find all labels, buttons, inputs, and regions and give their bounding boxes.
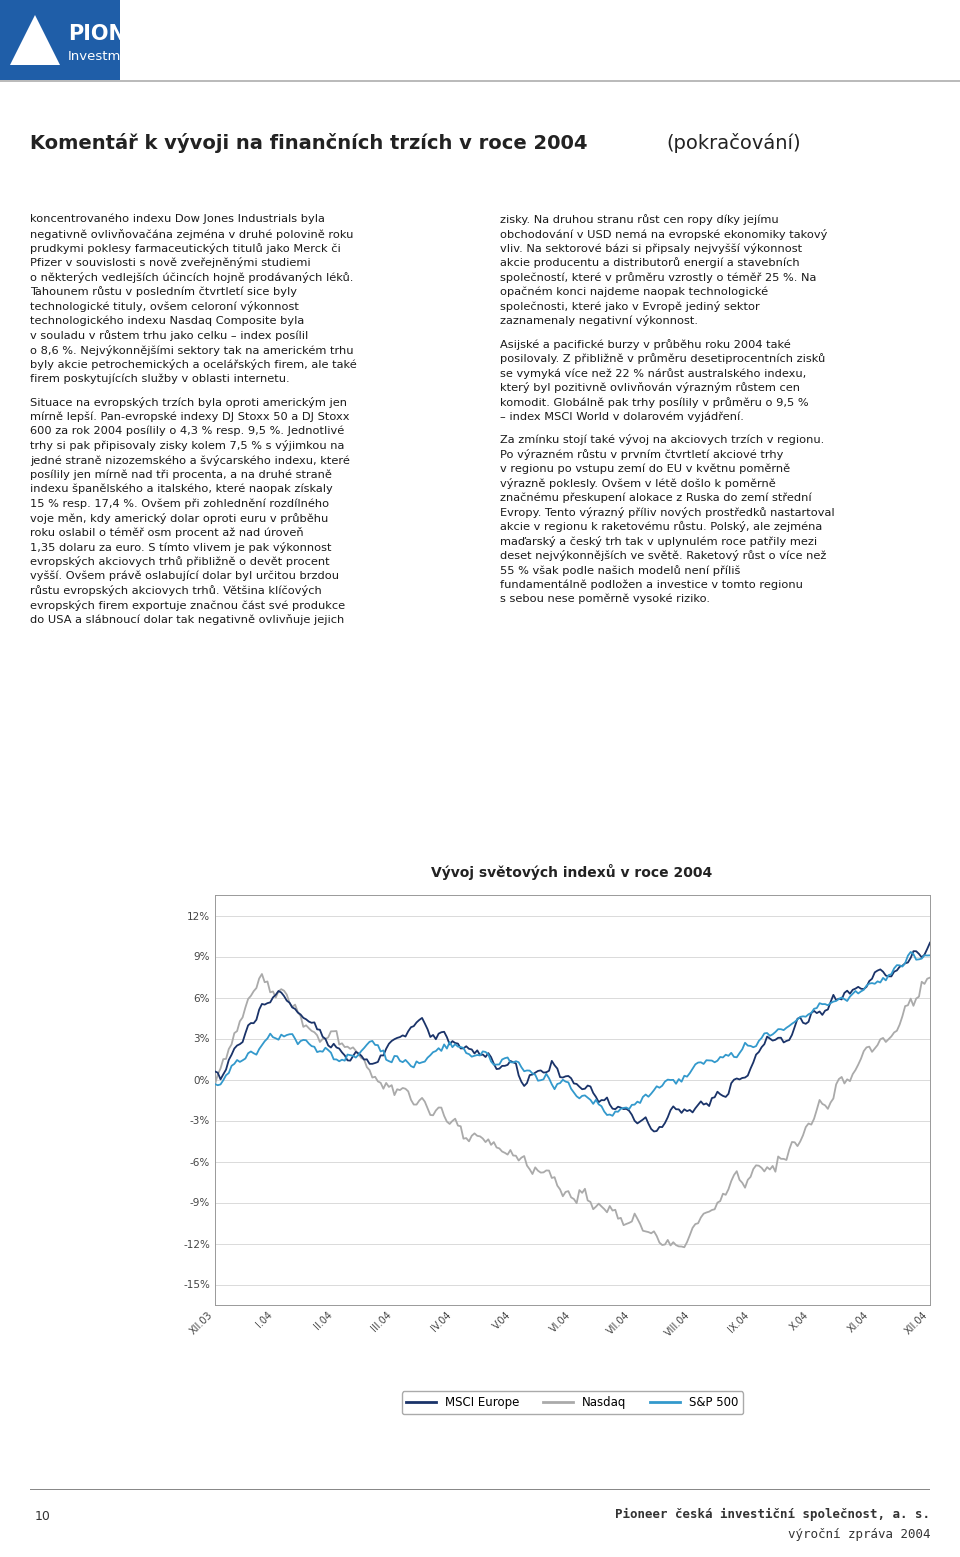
Text: Po výrazném růstu v prvním čtvrtletí akciové trhy: Po výrazném růstu v prvním čtvrtletí akc… — [500, 448, 783, 459]
Text: výroční zpráva 2004: výroční zpráva 2004 — [787, 1527, 930, 1541]
Text: negativně ovlivňovačána zejména v druhé polovině roku: negativně ovlivňovačána zejména v druhé … — [30, 229, 353, 240]
Text: (pokračování): (pokračování) — [666, 132, 801, 153]
Text: o některých vedlejších účincích hojně prodávaných léků.: o některých vedlejších účincích hojně pr… — [30, 272, 353, 283]
Text: 10: 10 — [35, 1510, 51, 1523]
Text: v souladu v růstem trhu jako celku – index posílil: v souladu v růstem trhu jako celku – ind… — [30, 330, 308, 341]
Text: trhy si pak připisovaly zisky kolem 7,5 % s výjimkou na: trhy si pak připisovaly zisky kolem 7,5 … — [30, 441, 345, 452]
Text: značnému přeskupení alokace z Ruska do zemí střední: značnému přeskupení alokace z Ruska do z… — [500, 492, 811, 503]
Text: jedné straně nizozemského a švýcarského indexu, které: jedné straně nizozemského a švýcarského … — [30, 455, 349, 466]
Text: posílily jen mírně nad tři procenta, a na druhé straně: posílily jen mírně nad tři procenta, a n… — [30, 469, 332, 480]
Text: vliv. Na sektorové bázi si připsaly nejvyšší výkonnost: vliv. Na sektorové bázi si připsaly nejv… — [500, 243, 803, 254]
Text: Pioneer česká investiční společnost, a. s.: Pioneer česká investiční společnost, a. … — [615, 1509, 930, 1521]
Text: obchodování v USD nemá na evropské ekonomiky takový: obchodování v USD nemá na evropské ekono… — [500, 229, 828, 240]
Text: technologického indexu Nasdaq Composite byla: technologického indexu Nasdaq Composite … — [30, 316, 304, 325]
Text: byly akcie petrochemických a ocelářských firem, ale také: byly akcie petrochemických a ocelářských… — [30, 360, 357, 371]
Text: indexu španělského a italského, které naopak získaly: indexu španělského a italského, které na… — [30, 484, 333, 494]
Text: zaznamenaly negativní výkonnost.: zaznamenaly negativní výkonnost. — [500, 316, 698, 327]
Text: deset nejvýkonnějších ve světě. Raketový růst o více než: deset nejvýkonnějších ve světě. Raketový… — [500, 551, 827, 562]
Text: v regionu po vstupu zemí do EU v květnu poměrně: v regionu po vstupu zemí do EU v květnu … — [500, 464, 790, 473]
Text: 15 % resp. 17,4 %. Ovšem při zohlednění rozdílného: 15 % resp. 17,4 %. Ovšem při zohlednění … — [30, 498, 329, 509]
Text: – index MSCI World v dolarovém vyjádření.: – index MSCI World v dolarovém vyjádření… — [500, 411, 744, 422]
Text: Tahounem růstu v posledním čtvrtletí sice byly: Tahounem růstu v posledním čtvrtletí sic… — [30, 286, 297, 297]
Text: 600 za rok 2004 posílily o 4,3 % resp. 9,5 %. Jednotlivé: 600 za rok 2004 posílily o 4,3 % resp. 9… — [30, 425, 345, 436]
Text: roku oslabil o téměř osm procent až nad úroveň: roku oslabil o téměř osm procent až nad … — [30, 528, 303, 539]
Text: PIONEER: PIONEER — [68, 23, 170, 44]
Text: společnosti, které jako v Evropě jediný sektor: společnosti, které jako v Evropě jediný … — [500, 301, 759, 311]
Text: technologické tituly, ovšem celoroní výkonnost: technologické tituly, ovšem celoroní výk… — [30, 301, 299, 311]
Text: Evropy. Tento výrazný příliv nových prostředků nastartoval: Evropy. Tento výrazný příliv nových pros… — [500, 508, 834, 518]
Text: vyšší. Ovšem právě oslabující dolar byl určitou brzdou: vyšší. Ovšem právě oslabující dolar byl … — [30, 571, 339, 581]
Text: se vymyká více než 22 % nárůst australského indexu,: se vymyká více než 22 % nárůst australsk… — [500, 367, 806, 378]
Text: Investments®: Investments® — [68, 50, 163, 62]
Text: evropských akciovych trhů přibližně o devět procent: evropských akciovych trhů přibližně o de… — [30, 556, 329, 567]
Text: Pfizer v souvislosti s nově zveřejněnými studiemi: Pfizer v souvislosti s nově zveřejněnými… — [30, 257, 311, 268]
Text: růstu evropských akciovych trhů. Většina klíčových: růstu evropských akciovych trhů. Většina… — [30, 585, 322, 596]
Text: mírně lepší. Pan-evropské indexy DJ Stoxx 50 a DJ Stoxx: mírně lepší. Pan-evropské indexy DJ Stox… — [30, 411, 349, 422]
Text: opačném konci najdeme naopak technologické: opačném konci najdeme naopak technologic… — [500, 286, 768, 297]
Text: voje měn, kdy americký dolar oproti euru v průběhu: voje měn, kdy americký dolar oproti euru… — [30, 512, 328, 523]
Bar — [0, 0, 120, 79]
Text: evropských firem exportuje značnou část své produkce: evropských firem exportuje značnou část … — [30, 599, 346, 610]
Text: koncentrovaného indexu Dow Jones Industrials byla: koncentrovaného indexu Dow Jones Industr… — [30, 213, 324, 224]
Text: který byl pozitivně ovlivňován výrazným růstem cen: který byl pozitivně ovlivňován výrazným … — [500, 381, 800, 394]
Text: o 8,6 %. Nejvýkonnějšími sektory tak na americkém trhu: o 8,6 %. Nejvýkonnějšími sektory tak na … — [30, 344, 353, 355]
Text: zisky. Na druhou stranu růst cen ropy díky jejímu: zisky. Na druhou stranu růst cen ropy dí… — [500, 213, 779, 224]
Text: Za zmínku stojí také vývoj na akciovych trzích v regionu.: Za zmínku stojí také vývoj na akciovych … — [500, 434, 825, 445]
Text: výrazně poklesly. Ovšem v létě došlo k poměrně: výrazně poklesly. Ovšem v létě došlo k p… — [500, 478, 776, 489]
Text: Situace na evropských trzích byla oproti americkým jen: Situace na evropských trzích byla oproti… — [30, 397, 347, 408]
Text: společností, které v průměru vzrostly o téměř 25 %. Na: společností, které v průměru vzrostly o … — [500, 272, 816, 283]
Legend: MSCI Europe, Nasdaq, S&P 500: MSCI Europe, Nasdaq, S&P 500 — [401, 1392, 743, 1414]
Text: akcie v regionu k raketovému růstu. Polský, ale zejména: akcie v regionu k raketovému růstu. Pols… — [500, 522, 823, 532]
Text: firem poskytujících služby v oblasti internetu.: firem poskytujících služby v oblasti int… — [30, 374, 290, 385]
Polygon shape — [10, 16, 60, 65]
Text: do USA a slábnoucí dolar tak negativně ovlivňuje jejich: do USA a slábnoucí dolar tak negativně o… — [30, 613, 345, 626]
Text: Vývoj světových indexů v roce 2004: Vývoj světových indexů v roce 2004 — [431, 864, 712, 880]
Text: Asijské a pacifické burzy v průběhu roku 2004 také: Asijské a pacifické burzy v průběhu roku… — [500, 339, 791, 350]
Text: maďarský a český trh tak v uplynulém roce patřily mezi: maďarský a český trh tak v uplynulém roc… — [500, 536, 817, 547]
Text: 55 % však podle našich modelů není příliš: 55 % však podle našich modelů není příli… — [500, 565, 740, 576]
Text: prudkymi poklesy farmaceutických titulů jako Merck či: prudkymi poklesy farmaceutických titulů … — [30, 243, 341, 254]
Text: komodit. Globálně pak trhy posílily v průměru o 9,5 %: komodit. Globálně pak trhy posílily v pr… — [500, 397, 808, 408]
Text: posilovaly. Z přibližně v průměru desetiprocentních zisků: posilovaly. Z přibližně v průměru deseti… — [500, 353, 826, 364]
Text: Komentář k vývoji na finančních trzích v roce 2004: Komentář k vývoji na finančních trzích v… — [30, 132, 594, 153]
Text: akcie producentu a distributorů energií a stavebních: akcie producentu a distributorů energií … — [500, 257, 800, 268]
Text: fundamentálně podložen a investice v tomto regionu: fundamentálně podložen a investice v tom… — [500, 579, 803, 590]
Text: 1,35 dolaru za euro. S tímto vlivem je pak výkonnost: 1,35 dolaru za euro. S tímto vlivem je p… — [30, 542, 331, 553]
Text: s sebou nese poměrně vysoké riziko.: s sebou nese poměrně vysoké riziko. — [500, 593, 710, 604]
